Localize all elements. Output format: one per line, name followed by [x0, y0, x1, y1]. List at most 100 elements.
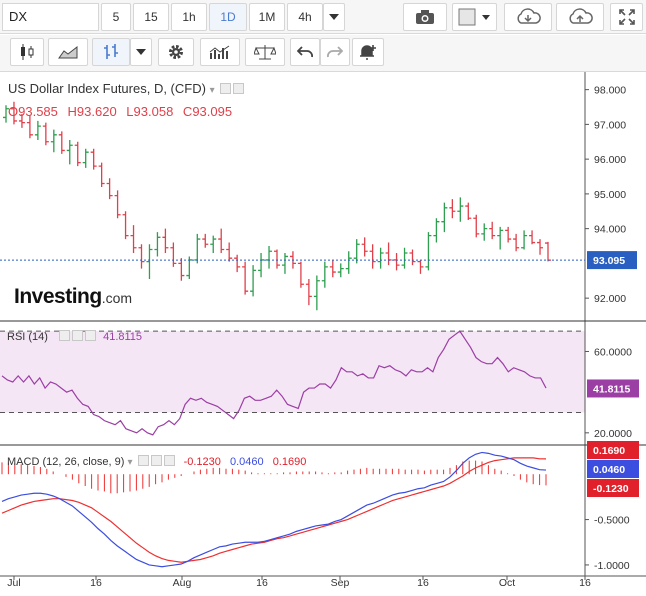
compare-button[interactable]: [245, 38, 285, 66]
ohlc-bar: [122, 211, 129, 240]
ohlc-bar: [90, 148, 97, 170]
time-tick-label: Sep: [331, 577, 350, 589]
macd-signal-box: [587, 441, 639, 459]
candles-icon: [21, 44, 34, 60]
ohlc-bar: [497, 226, 504, 250]
ohlc-bar: [82, 148, 89, 168]
macd-signal-line: [1, 457, 547, 563]
legend-dropdown-icon[interactable]: ▾: [209, 85, 215, 96]
eye-icon[interactable]: [220, 83, 232, 94]
ohlc-bar: [226, 242, 233, 262]
bars-button[interactable]: [92, 38, 130, 66]
chart-legend: US Dollar Index Futures, D, (CFD) ▾: [8, 81, 245, 96]
low-value: L93.058: [126, 104, 174, 119]
timeframe-1d[interactable]: 1D: [209, 3, 247, 31]
chevron-down-icon: [329, 14, 339, 20]
ohlc-bar: [58, 131, 65, 154]
timeframe-4h[interactable]: 4h: [287, 3, 323, 31]
bars-icon: [104, 44, 118, 59]
alert-button[interactable]: [352, 38, 384, 66]
chart-area[interactable]: 98.000 97.000 96.000 95.000 94.000 92.000 93.0…: [0, 72, 646, 596]
ohlc-bar: [210, 235, 217, 253]
undo-icon: [297, 46, 313, 58]
gear-icon[interactable]: [72, 330, 84, 341]
fullscreen-button[interactable]: [610, 3, 643, 31]
cloud-download-icon: [517, 8, 541, 24]
price-tick-label: 98.000: [594, 85, 626, 97]
ohlc-bar: [98, 162, 105, 187]
redo-button[interactable]: [320, 38, 350, 66]
time-tick-label: Oct: [499, 577, 515, 589]
compare-icon: [254, 45, 276, 60]
settings-button[interactable]: [158, 38, 194, 66]
close-icon[interactable]: [163, 455, 175, 466]
ohlc-bar: [489, 221, 496, 240]
gear-icon[interactable]: [150, 455, 162, 466]
time-tick-label: 16: [90, 577, 102, 589]
timeframe-15[interactable]: 15: [133, 3, 169, 31]
ohlc-bar: [361, 237, 368, 257]
eye-icon[interactable]: [137, 455, 149, 466]
price-pane: [0, 101, 585, 311]
ohlc-bar: [417, 259, 424, 274]
ohlc-bar: [449, 199, 456, 219]
rsi-line: [1, 330, 547, 436]
macd-tick-label: -1.0000: [594, 560, 630, 572]
chart-type-dropdown[interactable]: [130, 38, 152, 66]
high-value: H93.620: [67, 104, 117, 119]
chart-style-button[interactable]: [452, 3, 497, 31]
ohlc-bar: [218, 228, 225, 253]
ohlc-bar: [162, 228, 169, 253]
timeframe-1m[interactable]: 1M: [249, 3, 285, 31]
gear-icon[interactable]: [233, 83, 245, 94]
ohlc-bar: [401, 247, 408, 269]
ohlc-bar: [42, 122, 49, 146]
dropdown-icon: [136, 49, 146, 55]
ohlc-bar: [425, 232, 432, 271]
ohlc-bar: [433, 218, 440, 243]
time-tick-label: Aug: [173, 577, 192, 589]
indicators-icon: [209, 45, 230, 59]
cloud-download-button[interactable]: [504, 3, 552, 31]
undo-button[interactable]: [290, 38, 320, 66]
camera-icon: [416, 10, 434, 24]
ohlc-bar: [529, 230, 536, 245]
timeframe-5[interactable]: 5: [101, 3, 131, 31]
legend-dropdown-icon[interactable]: ▾: [127, 457, 133, 468]
ohlc-bar: [505, 226, 512, 243]
cloud-upload-button[interactable]: [556, 3, 604, 31]
tools-toolbar: [0, 35, 646, 72]
ohlc-bar: [513, 233, 520, 252]
eye-icon[interactable]: [59, 330, 71, 341]
ohlc-bar: [202, 233, 209, 248]
close-icon[interactable]: [85, 330, 97, 341]
screenshot-button[interactable]: [403, 3, 447, 31]
ohlc-bar: [3, 105, 9, 123]
ohlc-bar: [66, 140, 73, 165]
rsi-tick-label: 60.0000: [594, 346, 632, 358]
ohlc-bar: [26, 115, 33, 139]
ohlc-bar: [457, 197, 464, 222]
ohlc-bar: [234, 254, 241, 273]
time-tick-label: 16: [256, 577, 268, 589]
indicators-button[interactable]: [200, 38, 240, 66]
chart-title: US Dollar Index Futures, D, (CFD): [8, 81, 206, 96]
price-tick-label: 97.000: [594, 119, 626, 131]
ohlc-bar: [18, 113, 25, 128]
ohlc-bar: [250, 265, 257, 297]
symbol-input[interactable]: DX: [2, 3, 99, 31]
macd-line-value: 0.0460: [229, 456, 264, 468]
area-chart-button[interactable]: [48, 38, 88, 66]
price-tick-label: 95.000: [594, 189, 626, 201]
timeframe-dropdown[interactable]: [323, 3, 345, 31]
macd-line-box: [587, 460, 639, 478]
close-value: C93.095: [182, 104, 233, 119]
ohlc-bar: [178, 258, 185, 281]
candles-button[interactable]: [10, 38, 44, 66]
open-value: O93.585: [8, 104, 58, 119]
timeframe-1h[interactable]: 1h: [171, 3, 207, 31]
ohlc-values: O93.585 H93.620 L93.058 C93.095: [8, 104, 238, 119]
price-tick-label: 96.000: [594, 154, 626, 166]
rsi-value: 41.8115: [103, 331, 143, 343]
ohlc-bar: [369, 244, 376, 269]
